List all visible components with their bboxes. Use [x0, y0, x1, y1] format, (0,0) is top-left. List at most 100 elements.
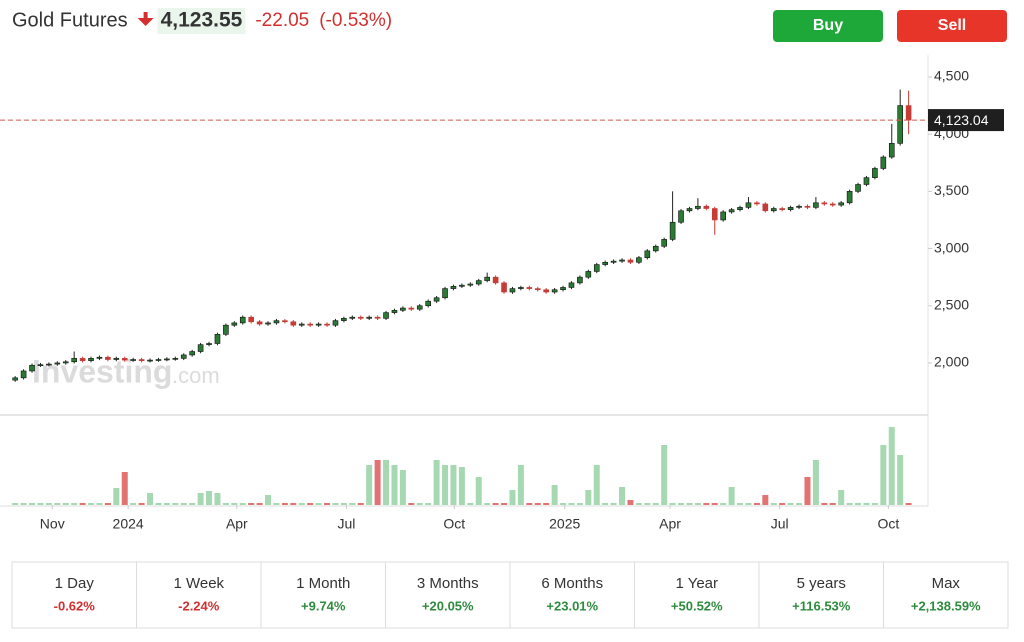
volume-bar: [340, 503, 347, 505]
volume-bar: [442, 465, 449, 505]
volume-bar: [273, 503, 280, 505]
sell-label[interactable]: Sell: [938, 17, 966, 34]
volume-bar: [635, 503, 642, 505]
candle-body: [644, 250, 651, 259]
period-change[interactable]: +2,138.59%: [911, 598, 981, 613]
period-change[interactable]: +20.05%: [422, 598, 474, 613]
candle-body: [686, 208, 693, 212]
candle-body: [619, 259, 625, 262]
period-label[interactable]: 1 Year: [675, 575, 718, 592]
buy-label[interactable]: Buy: [813, 17, 843, 34]
volume-bar: [467, 503, 474, 505]
candle-body: [349, 316, 356, 319]
candle-body: [273, 320, 280, 324]
candle-body: [96, 356, 103, 359]
period-label[interactable]: 6 Months: [541, 575, 603, 592]
candle-body: [585, 271, 592, 278]
price-highlight: [157, 8, 246, 34]
period-change[interactable]: +23.01%: [546, 598, 598, 613]
y-tick-label: 2,500: [934, 296, 969, 312]
candle-body: [846, 191, 853, 204]
sell-button[interactable]: [897, 10, 1007, 42]
watermark-brand: Investing: [32, 353, 172, 389]
volume-bar: [787, 503, 794, 505]
period-performance: 1 Day -0.62% 1 Week -2.24% 1 Month +9.74% 3 Mo…: [11, 561, 1009, 629]
period-label[interactable]: 1 Month: [296, 575, 350, 592]
volume-bar: [871, 503, 878, 505]
volume-bar: [408, 503, 415, 505]
candle-body: [290, 321, 297, 326]
period-label[interactable]: 5 years: [797, 575, 846, 592]
candle-body: [880, 156, 887, 169]
volume-bar: [366, 465, 373, 505]
candle-body: [231, 322, 238, 326]
period-change[interactable]: +50.52%: [671, 598, 723, 613]
price: 4,123.55: [161, 9, 243, 32]
volume-bar: [678, 503, 685, 505]
volume-bar: [357, 503, 364, 505]
volume-bar: [888, 427, 895, 505]
candle-body: [121, 358, 128, 361]
volume-bar: [113, 488, 120, 505]
candle-body: [46, 363, 52, 366]
candle-body: [12, 377, 18, 381]
x-tick-label: 2024: [113, 516, 144, 532]
candle-body: [779, 208, 785, 210]
volume-bar: [686, 503, 693, 505]
volume-bar: [399, 470, 406, 505]
period-label[interactable]: 3 Months: [417, 575, 479, 592]
y-tick-label: 4,500: [934, 68, 969, 84]
candle-body: [888, 143, 895, 158]
volume-bar: [770, 503, 777, 505]
volume-bar: [728, 487, 735, 505]
volume-bar: [517, 465, 524, 505]
volume-bar: [661, 445, 668, 505]
candle-body: [501, 282, 507, 293]
y-tick-label: 3,000: [934, 239, 969, 255]
period-change[interactable]: -0.62%: [54, 598, 96, 613]
period-change[interactable]: +9.74%: [301, 598, 346, 613]
volume-bar: [711, 503, 718, 505]
volume-bar: [863, 503, 870, 505]
volume-bar: [349, 503, 356, 505]
volume-bar: [307, 503, 314, 505]
volume-bar: [652, 503, 659, 505]
volume-bar: [568, 503, 575, 505]
candle-body: [180, 354, 187, 359]
volume-bar: [265, 495, 272, 505]
candle-body: [838, 202, 844, 206]
buy-button[interactable]: [773, 10, 883, 42]
period-change[interactable]: -2.24%: [178, 598, 220, 613]
candle-body: [164, 358, 170, 361]
period-label[interactable]: 1 Day: [55, 575, 95, 592]
candle-body: [509, 288, 516, 293]
volume-bar: [290, 503, 297, 505]
volume-bar: [720, 503, 727, 505]
volume-bar: [155, 503, 162, 505]
candle-body: [821, 202, 828, 205]
volume-bar: [147, 493, 154, 505]
candle-body: [206, 343, 212, 345]
last-price-label: 4,123.04: [934, 112, 989, 128]
candle-body: [223, 324, 229, 335]
period-label[interactable]: 1 Week: [173, 575, 224, 592]
volume-bar: [20, 503, 27, 505]
period-change[interactable]: +116.53%: [792, 598, 851, 613]
candle-body: [534, 288, 541, 291]
volume-bar: [509, 490, 516, 505]
candle-body: [787, 207, 794, 210]
volume-bar: [610, 503, 617, 505]
y-tick-label: 3,500: [934, 182, 969, 198]
volume-bar: [180, 503, 187, 505]
volume-bar: [602, 503, 609, 505]
candle-body: [813, 202, 819, 208]
candle-body: [652, 245, 659, 252]
period-label[interactable]: Max: [932, 575, 961, 592]
volume-bar: [206, 491, 213, 505]
volume-bar: [332, 503, 339, 505]
candle-body: [79, 358, 86, 361]
candle-body: [560, 287, 566, 291]
candle-body: [324, 323, 330, 326]
candle-body: [20, 370, 27, 379]
